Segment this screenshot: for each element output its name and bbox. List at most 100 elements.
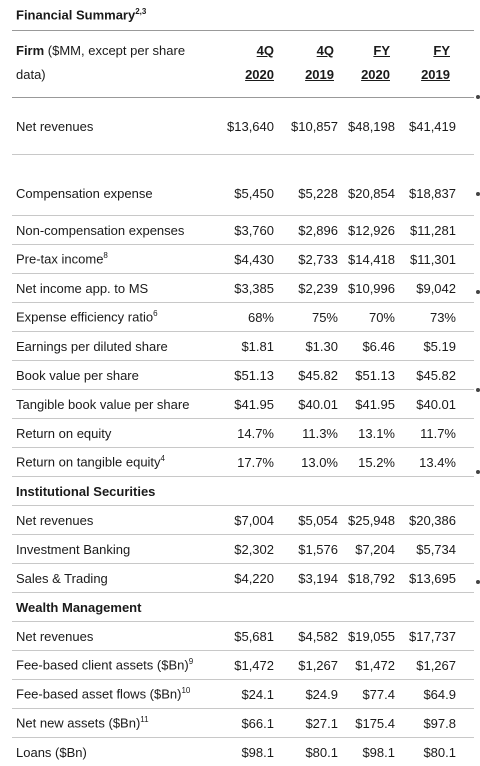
cell: $11,281 [409,222,456,238]
cell: $4,582 [298,628,338,644]
cell: $4,430 [234,251,274,267]
col-4q-2020: 4Q 2020 [245,43,274,82]
row-label: Loans ($Bn) [16,744,87,760]
inst-rows: Net revenues $7,004 $5,054 $25,948 $20,386 In… [12,505,474,592]
edge-marker [476,388,480,392]
cell: $51.13 [234,367,274,383]
row-label: Return on equity [16,425,112,441]
header-row: Firm ($MM, except per share data) 4Q 2020 … [12,31,474,97]
cell: $2,239 [298,280,338,296]
cell: $40.01 [416,396,456,412]
table-row: Earnings per diluted share $1.81 $1.30 $6.4… [12,331,474,360]
cell: $41.95 [355,396,395,412]
row-label: Fee-based client assets ($Bn)9 [16,657,194,673]
row-label: Net new assets ($Bn)11 [16,715,149,731]
table-row: Fee-based asset flows ($Bn)10 $24.1 $24.9 $… [12,679,474,708]
net-revenues-row: Net revenues $13,640 $10,857 $48,198 $41… [12,97,474,154]
cell: $9,042 [416,280,456,296]
cell: 13.1% [358,425,395,441]
cell: $64.9 [423,686,456,702]
cell: $1.81 [241,338,274,354]
cell: $1,267 [416,657,456,673]
cell: 11.3% [302,425,338,441]
row-label: Sales & Trading [16,570,108,586]
row-label: Investment Banking [16,541,131,557]
row-label: Net income app. to MS [16,280,149,296]
cell: $1,576 [298,541,338,557]
cell: $41,419 [409,118,456,134]
table-row: Net revenues $7,004 $5,054 $25,948 $20,386 [12,505,474,534]
table-row: Expense efficiency ratio6 68% 75% 70% 73% [12,302,474,331]
cell: $45.82 [416,367,456,383]
table-row: Net new assets ($Bn)11 $66.1 $27.1 $175.4 $9… [12,708,474,737]
edge-marker [476,192,480,196]
title-row: Financial Summary2,3 [12,0,474,31]
row-label: Expense efficiency ratio6 [16,309,158,325]
row-label: Non-compensation expenses [16,222,185,238]
cell: $7,204 [355,541,395,557]
cell: $45.82 [298,367,338,383]
cell: $98.1 [241,744,274,760]
row-label: Earnings per diluted share [16,338,168,354]
wealth-rows: Net revenues $5,681 $4,582 $19,055 $17,737 Fe… [12,621,474,766]
cell: 13.4% [419,454,456,470]
cell: $10,996 [348,280,395,296]
inst-heading-row: Institutional Securities [12,476,474,505]
row-label: Pre-tax income8 [16,251,108,267]
cell: 15.2% [358,454,395,470]
cell: $4,220 [234,570,274,586]
cell: $97.8 [423,715,456,731]
cell: $5,054 [298,512,338,528]
col-fy-2019: FY 2019 [421,43,450,82]
table-row: Non-compensation expenses $3,760 $2,896 $12… [12,215,474,244]
edge-marker [476,290,480,294]
row-label: Compensation expense [16,185,153,201]
section-heading: Institutional Securities [16,483,156,499]
cell: $19,055 [348,628,395,644]
cell: $40.01 [298,396,338,412]
table-row: Net income app. to MS $3,385 $2,239 $10,996… [12,273,474,302]
table-row: Net revenues $5,681 $4,582 $19,055 $17,737 [12,621,474,650]
table-row: Investment Banking $2,302 $1,576 $7,204 $5,7… [12,534,474,563]
cell: 17.7% [237,454,274,470]
cell: 11.7% [420,425,456,441]
table-row: Return on equity 14.7% 11.3% 13.1% 11.7% [12,418,474,447]
cell: $1,472 [234,657,274,673]
cell: $51.13 [355,367,395,383]
table-row: Pre-tax income8 $4,430 $2,733 $14,418 $11,30… [12,244,474,273]
row-label: Tangible book value per share [16,396,190,412]
cell: $5,681 [234,628,274,644]
table-row: Fee-based client assets ($Bn)9 $1,472 $1,2… [12,650,474,679]
section-heading: Wealth Management [16,599,142,615]
edge-marker [476,470,480,474]
cell: $27.1 [305,715,338,731]
row-label: Net revenues [16,512,94,528]
table-row: Sales & Trading $4,220 $3,194 $18,792 $13,69… [12,563,474,592]
cell: $80.1 [305,744,338,760]
financial-summary-table: Financial Summary2,3 Firm ($MM, except p… [12,0,474,766]
cell: $2,733 [298,251,338,267]
cell: $1.30 [305,338,338,354]
cell: $3,194 [298,570,338,586]
firm-header: Firm ($MM, except per share data) [16,43,186,82]
cell: $5,228 [298,185,338,201]
main-rows: Compensation expense $5,450 $5,228 $20,854 $… [12,154,474,476]
cell: $20,386 [409,512,456,528]
cell: $66.1 [241,715,274,731]
row-label: Book value per share [16,367,139,383]
table-row: Return on tangible equity4 17.7% 13.0% 15.2… [12,447,474,476]
table-row: Compensation expense $5,450 $5,228 $20,854 $… [12,154,474,215]
cell: $2,896 [298,222,338,238]
cell: $80.1 [423,744,456,760]
cell: 73% [429,309,456,325]
cell: $13,695 [409,570,456,586]
cell: $17,737 [409,628,456,644]
cell: $3,385 [234,280,274,296]
col-4q-2019: 4Q 2019 [305,43,334,82]
cell: $24.1 [241,686,274,702]
wealth-heading-row: Wealth Management [12,592,474,621]
cell: $12,926 [348,222,395,238]
table-row: Tangible book value per share $41.95 $40.0… [12,389,474,418]
cell: $98.1 [362,744,395,760]
edge-marker [476,580,480,584]
